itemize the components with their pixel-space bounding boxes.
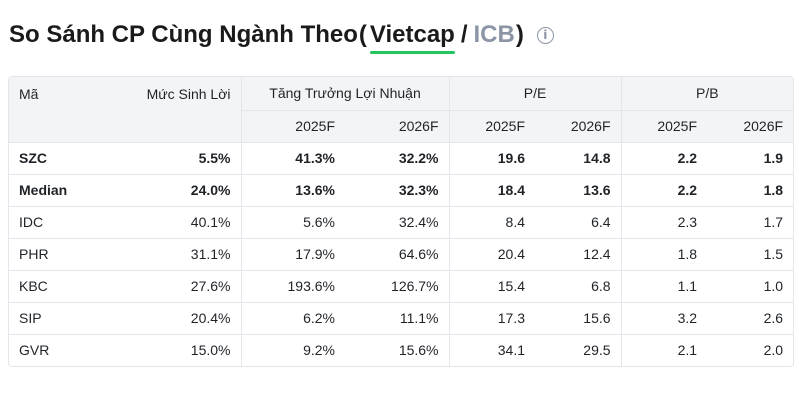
cell-pb-2025f: 2.2 bbox=[620, 141, 708, 174]
source-separator: / bbox=[460, 21, 468, 48]
cell-pe-2026f: 13.6 bbox=[535, 173, 622, 206]
cell-growth-2026f: 32.3% bbox=[345, 173, 450, 206]
cell-ticker[interactable]: SIP bbox=[9, 301, 111, 334]
cell-growth-2025f: 13.6% bbox=[240, 173, 345, 206]
title-close-paren: ) bbox=[515, 21, 524, 48]
title-text: So Sánh CP Cùng Ngành Theo bbox=[9, 21, 358, 48]
cell-ticker[interactable]: IDC bbox=[9, 205, 111, 238]
cell-growth-2025f: 5.6% bbox=[240, 205, 345, 238]
cell-pe-2026f: 6.8 bbox=[535, 269, 622, 302]
cell-pb-2026f: 1.8 bbox=[707, 173, 793, 206]
header-pb: P/B bbox=[620, 77, 793, 110]
cell-growth-2025f: 41.3% bbox=[240, 141, 345, 174]
cell-pe-2026f: 6.4 bbox=[535, 205, 622, 238]
cell-profitability: 31.1% bbox=[111, 237, 241, 270]
cell-profitability: 27.6% bbox=[111, 269, 241, 302]
cell-pb-2025f: 2.1 bbox=[620, 333, 708, 366]
header-profitability: Mức Sinh Lời bbox=[111, 77, 241, 142]
cell-growth-2026f: 126.7% bbox=[345, 269, 450, 302]
cell-pe-2025f: 19.6 bbox=[448, 141, 536, 174]
table-row[interactable]: IDC 40.1% 5.6% 32.4% 8.4 6.4 2.3 1.7 bbox=[9, 205, 793, 238]
table-row[interactable]: Median 24.0% 13.6% 32.3% 18.4 13.6 2.2 1.8 bbox=[9, 173, 793, 206]
cell-pe-2026f: 12.4 bbox=[535, 237, 622, 270]
cell-ticker[interactable]: Median bbox=[9, 173, 111, 206]
cell-pe-2025f: 20.4 bbox=[448, 237, 536, 270]
header-pe: P/E bbox=[448, 77, 622, 110]
cell-growth-2025f: 17.9% bbox=[240, 237, 345, 270]
page-title: So Sánh CP Cùng Ngành Theo ( Vietcap / I… bbox=[9, 18, 554, 54]
cell-pb-2025f: 2.3 bbox=[620, 205, 708, 238]
cell-profitability: 24.0% bbox=[111, 173, 241, 206]
cell-pb-2025f: 1.8 bbox=[620, 237, 708, 270]
cell-pb-2026f: 2.6 bbox=[707, 301, 793, 334]
cell-ticker[interactable]: SZC bbox=[9, 141, 111, 174]
cell-profitability: 5.5% bbox=[111, 141, 241, 174]
cell-pe-2026f: 15.6 bbox=[535, 301, 622, 334]
title-open-paren: ( bbox=[358, 21, 367, 48]
cell-pb-2026f: 2.0 bbox=[707, 333, 793, 366]
cell-profitability: 20.4% bbox=[111, 301, 241, 334]
source-tab-vietcap[interactable]: Vietcap bbox=[369, 21, 455, 54]
info-icon[interactable]: i bbox=[536, 26, 554, 44]
cell-pb-2026f: 1.0 bbox=[707, 269, 793, 302]
table-row[interactable]: KBC 27.6% 193.6% 126.7% 15.4 6.8 1.1 1.0 bbox=[9, 269, 793, 302]
cell-pb-2025f: 1.1 bbox=[620, 269, 708, 302]
header-ticker: Mã bbox=[9, 77, 111, 142]
cell-ticker[interactable]: PHR bbox=[9, 237, 111, 270]
cell-pb-2025f: 2.2 bbox=[620, 173, 708, 206]
cell-growth-2026f: 11.1% bbox=[345, 301, 450, 334]
cell-pb-2026f: 1.9 bbox=[707, 141, 793, 174]
table-row[interactable]: GVR 15.0% 9.2% 15.6% 34.1 29.5 2.1 2.0 bbox=[9, 333, 793, 366]
cell-growth-2025f: 6.2% bbox=[240, 301, 345, 334]
cell-growth-2025f: 193.6% bbox=[240, 269, 345, 302]
cell-profitability: 15.0% bbox=[111, 333, 241, 366]
cell-growth-2026f: 15.6% bbox=[345, 333, 450, 366]
header-growth-2025f: 2025F bbox=[240, 109, 345, 142]
cell-pe-2025f: 15.4 bbox=[448, 269, 536, 302]
table-row[interactable]: SZC 5.5% 41.3% 32.2% 19.6 14.8 2.2 1.9 bbox=[9, 141, 793, 174]
cell-pe-2026f: 14.8 bbox=[535, 141, 622, 174]
cell-pe-2025f: 17.3 bbox=[448, 301, 536, 334]
header-growth-2026f: 2026F bbox=[345, 109, 450, 142]
cell-growth-2026f: 32.2% bbox=[345, 141, 450, 174]
cell-ticker[interactable]: GVR bbox=[9, 333, 111, 366]
cell-growth-2026f: 32.4% bbox=[345, 205, 450, 238]
cell-pb-2026f: 1.7 bbox=[707, 205, 793, 238]
cell-profitability: 40.1% bbox=[111, 205, 241, 238]
cell-pe-2025f: 8.4 bbox=[448, 205, 536, 238]
source-tab-icb[interactable]: ICB bbox=[473, 21, 515, 48]
header-pb-2026f: 2026F bbox=[707, 109, 793, 142]
header-profit-growth: Tăng Trưởng Lợi Nhuận bbox=[240, 77, 450, 110]
cell-growth-2025f: 9.2% bbox=[240, 333, 345, 366]
cell-pb-2025f: 3.2 bbox=[620, 301, 708, 334]
table-row[interactable]: SIP 20.4% 6.2% 11.1% 17.3 15.6 3.2 2.6 bbox=[9, 301, 793, 334]
cell-growth-2026f: 64.6% bbox=[345, 237, 450, 270]
cell-pb-2026f: 1.5 bbox=[707, 237, 793, 270]
cell-pe-2025f: 18.4 bbox=[448, 173, 536, 206]
cell-pe-2026f: 29.5 bbox=[535, 333, 622, 366]
cell-ticker[interactable]: KBC bbox=[9, 269, 111, 302]
header-pb-2025f: 2025F bbox=[620, 109, 708, 142]
table-row[interactable]: PHR 31.1% 17.9% 64.6% 20.4 12.4 1.8 1.5 bbox=[9, 237, 793, 270]
header-pe-2026f: 2026F bbox=[535, 109, 622, 142]
peer-comparison-table: Mã Mức Sinh Lời Tăng Trưởng Lợi Nhuận P/… bbox=[8, 76, 794, 367]
header-pe-2025f: 2025F bbox=[448, 109, 536, 142]
cell-pe-2025f: 34.1 bbox=[448, 333, 536, 366]
